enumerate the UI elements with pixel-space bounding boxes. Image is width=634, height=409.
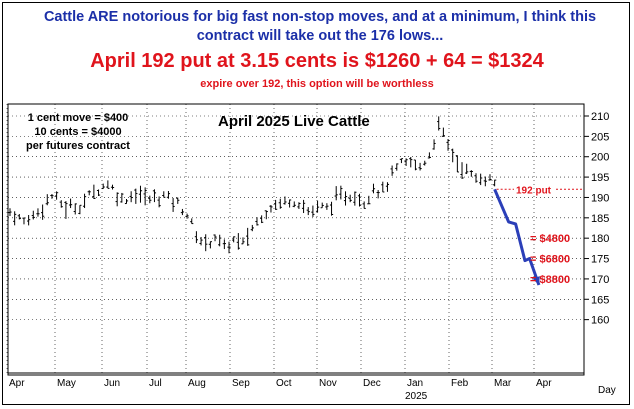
header-commentary: Cattle ARE notorious for big fast non-st… bbox=[43, 9, 597, 44]
target-label: = $8800 bbox=[530, 274, 570, 286]
x-tick-label: Sep bbox=[232, 378, 250, 389]
header-trade-summary: April 192 put at 3.15 cents is $1260 + 6… bbox=[90, 50, 544, 72]
x-tick-label: Aug bbox=[188, 378, 206, 389]
y-tick-label: 180 bbox=[591, 233, 609, 245]
x-tick-label: Apr bbox=[536, 378, 552, 389]
contract-value-note: 1 cent move = $400 10 cents = $4000 per … bbox=[8, 111, 148, 153]
target-label: = $6800 bbox=[530, 254, 570, 266]
x-axis-label: Day bbox=[598, 385, 616, 396]
y-tick-label: 160 bbox=[591, 315, 609, 327]
plot-area-border bbox=[7, 103, 585, 376]
x-tick-label: Jun bbox=[104, 378, 120, 389]
target-label: = $4800 bbox=[530, 233, 570, 245]
y-tick-label: 190 bbox=[591, 192, 609, 204]
chart-title: April 2025 Live Cattle bbox=[218, 113, 370, 130]
projection-arrowhead bbox=[532, 276, 540, 286]
x-tick-label: Feb bbox=[451, 378, 469, 389]
x-tick-label: Apr bbox=[9, 378, 25, 389]
x-tick-label: Jul bbox=[149, 378, 162, 389]
y-tick-label: 195 bbox=[591, 172, 609, 184]
note-line-3: per futures contract bbox=[26, 140, 130, 152]
y-tick-label: 170 bbox=[591, 274, 609, 286]
x-tick-label: Dec bbox=[363, 378, 381, 389]
y-tick-label: 165 bbox=[591, 294, 609, 306]
y-tick-label: 210 bbox=[591, 111, 609, 123]
x-tick-label: May bbox=[57, 378, 76, 389]
year-label: 2025 bbox=[405, 391, 428, 402]
x-tick-label: Mar bbox=[494, 378, 512, 389]
note-line-1: 1 cent move = $400 bbox=[27, 112, 129, 124]
header: Cattle ARE notorious for big fast non-st… bbox=[0, 0, 634, 100]
x-tick-label: Oct bbox=[276, 378, 292, 389]
header-expiry-note: expire over 192, this option will be wor… bbox=[200, 78, 434, 90]
put-strike-label: 192 put bbox=[516, 185, 552, 196]
y-tick-label: 185 bbox=[591, 213, 609, 225]
x-tick-label: Jan bbox=[407, 378, 423, 389]
projection-line bbox=[493, 188, 541, 286]
note-line-2: 10 cents = $4000 bbox=[34, 126, 122, 138]
x-tick-label: Nov bbox=[319, 378, 337, 389]
y-tick-label: 175 bbox=[591, 254, 609, 266]
y-tick-label: 200 bbox=[591, 152, 609, 164]
chart-frame bbox=[2, 2, 630, 405]
y-tick-label: 205 bbox=[591, 131, 609, 143]
